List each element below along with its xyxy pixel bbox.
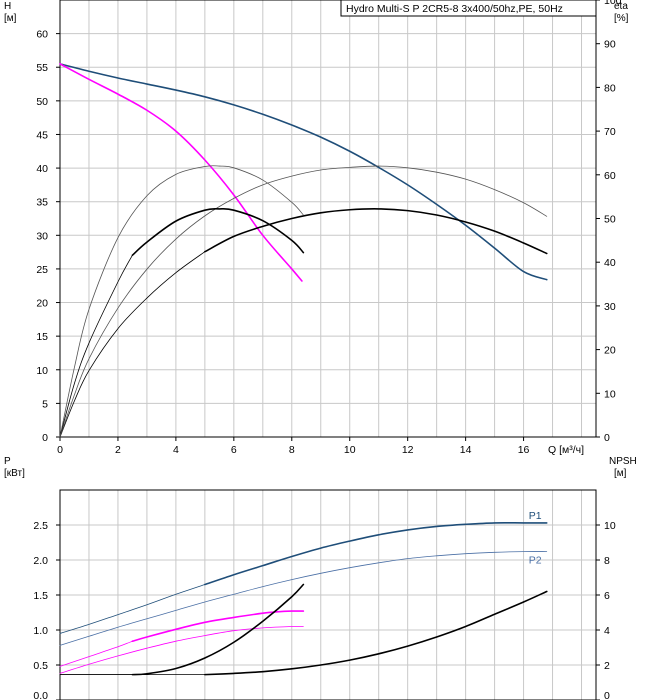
top-curve-eta-full-speed <box>204 208 548 255</box>
head-tick-label: 10 <box>36 365 48 377</box>
flow-tick-label: 14 <box>460 444 472 456</box>
flow-tick-label: 12 <box>402 444 414 456</box>
head-axis-label: H <box>4 1 11 12</box>
eta-tick-label: 30 <box>604 301 616 313</box>
top-chart-curves <box>59 63 548 438</box>
eta-tick-label: 10 <box>604 388 616 400</box>
npsh-axis-label: NPSH <box>609 456 637 467</box>
npsh-tick-label: 2 <box>604 660 610 672</box>
bottom-curve-p1-reduced-thin <box>59 640 133 667</box>
npsh-tick-label: 4 <box>604 625 610 637</box>
head-tick-label: 15 <box>36 331 48 343</box>
bottom-curve-p2-reduced <box>59 625 304 674</box>
npsh-tick-label: 10 <box>604 520 616 532</box>
npsh-tick-label: 0 <box>604 690 610 700</box>
flow-axis-label: Q [м³/ч] <box>548 444 584 456</box>
bottom-curve-p2 <box>59 551 548 646</box>
top-curve-eta-reduced <box>131 207 305 257</box>
top-curve-h-thin <box>59 63 206 98</box>
head-tick-label: 5 <box>42 398 48 410</box>
series-label-p2: P2 <box>529 555 542 567</box>
flow-tick-label: 2 <box>115 444 121 456</box>
flow-tick-label: 10 <box>344 444 356 456</box>
eta-axis-ticks: 0 10 20 30 40 50 60 70 80 90 100 <box>596 0 622 444</box>
bottom-curve-p1-reduced <box>131 610 305 642</box>
eta-tick-label: 60 <box>604 170 616 182</box>
flow-tick-label: 16 <box>518 444 530 456</box>
head-tick-label: 35 <box>36 197 48 209</box>
eta-tick-label: 40 <box>604 257 616 269</box>
flow-axis-ticks: 0 2 4 6 8 10 12 14 16 <box>57 437 530 456</box>
power-axis-ticks: 0.0 0.5 1.0 1.5 2.0 2.5 <box>33 520 60 700</box>
npsh-axis-unit: [м] <box>614 468 627 479</box>
npsh-tick-label: 8 <box>604 555 610 567</box>
eta-tick-label: 20 <box>604 345 616 357</box>
chart-title-box <box>340 0 597 17</box>
top-curve-eta-reduced-thin <box>59 254 133 438</box>
power-tick-label: 0.0 <box>33 690 48 700</box>
top-curve-eta-full-upper <box>59 165 548 438</box>
eta-tick-label: 80 <box>604 82 616 94</box>
head-tick-label: 60 <box>36 29 48 41</box>
power-tick-label: 1.0 <box>33 625 48 637</box>
eta-tick-label: 0 <box>604 432 610 444</box>
eta-axis-unit: [%] <box>614 13 629 24</box>
eta-tick-label: 50 <box>604 214 616 226</box>
power-tick-label: 1.5 <box>33 590 48 602</box>
head-tick-label: 30 <box>36 230 48 242</box>
npsh-axis-ticks: 0 2 4 6 8 10 <box>596 520 616 700</box>
head-tick-label: 40 <box>36 163 48 175</box>
head-tick-label: 20 <box>36 298 48 310</box>
eta-tick-label: 100 <box>604 0 622 7</box>
chart-title: Hydro Multi-S P 2CR5-8 3x400/50hz,PE, 50… <box>346 3 563 15</box>
head-tick-label: 25 <box>36 264 48 276</box>
top-curve-h-reduced-speed <box>59 63 303 282</box>
head-tick-label: 45 <box>36 129 48 141</box>
head-axis-unit: [м] <box>4 13 17 24</box>
flow-tick-label: 0 <box>57 444 63 456</box>
top-curve-h-full-speed <box>59 63 548 281</box>
bottom-curve-p1-thin <box>59 584 206 634</box>
eta-tick-label: 90 <box>604 39 616 51</box>
top-chart-frame <box>59 0 597 438</box>
bottom-chart-grid <box>60 489 596 700</box>
top-curve-eta-full-speed-thin <box>59 251 206 438</box>
power-tick-label: 2.0 <box>33 555 48 567</box>
bottom-curve-npsh-reduced <box>131 583 305 676</box>
flow-tick-label: 6 <box>231 444 237 456</box>
power-axis-unit: [кВт] <box>4 468 25 479</box>
bottom-curve-npsh-full <box>204 590 548 676</box>
bottom-curve-p1 <box>204 521 548 586</box>
npsh-tick-label: 6 <box>604 590 610 602</box>
flow-tick-label: 4 <box>173 444 179 456</box>
bottom-chart-series-labels: P1 P2 <box>529 510 542 567</box>
head-tick-label: 55 <box>36 62 48 74</box>
bottom-chart-curves <box>59 521 548 676</box>
eta-axis-label: eta <box>614 1 628 12</box>
head-tick-label: 50 <box>36 96 48 108</box>
head-tick-label: 0 <box>42 432 48 444</box>
power-tick-label: 0.5 <box>33 660 48 672</box>
flow-tick-label: 8 <box>289 444 295 456</box>
head-axis-ticks: 0 5 10 15 20 25 30 35 40 45 50 55 60 <box>36 29 60 444</box>
top-curve-eta-reduced-upper <box>59 165 304 438</box>
power-tick-label: 2.5 <box>33 520 48 532</box>
power-axis-label: P <box>4 456 11 467</box>
top-chart-grid <box>60 0 596 437</box>
series-label-p1: P1 <box>529 510 542 522</box>
eta-tick-label: 70 <box>604 126 616 138</box>
